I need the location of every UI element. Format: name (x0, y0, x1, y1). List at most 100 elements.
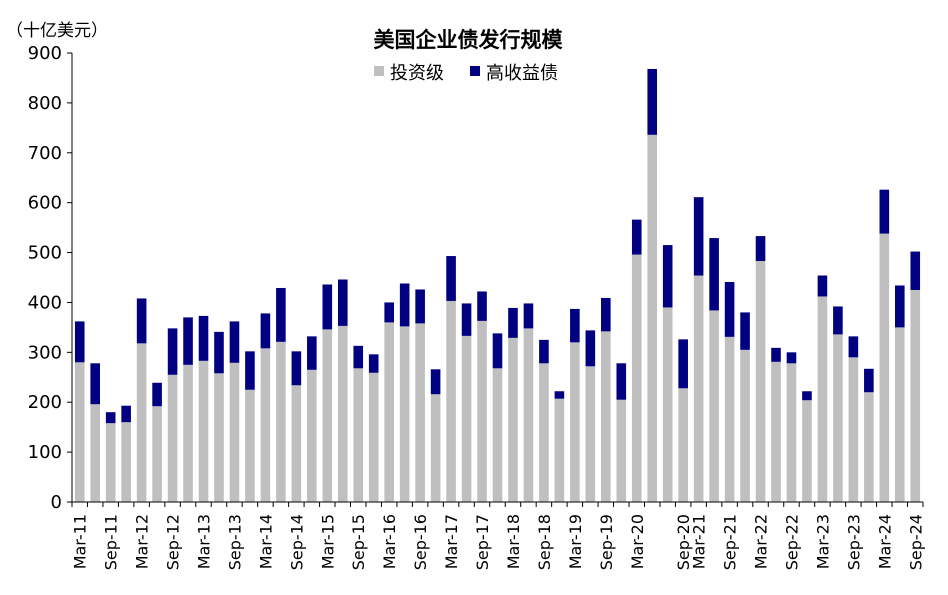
bar-investment-grade (214, 373, 224, 502)
bar-high-yield (894, 285, 905, 328)
bar-high-yield (786, 352, 797, 364)
bar-high-yield (337, 279, 348, 326)
bar-high-yield (508, 307, 518, 338)
bar-high-yield (152, 382, 162, 407)
bar-investment-grade (554, 398, 565, 502)
bar-high-yield (214, 331, 224, 374)
bar-investment-grade (461, 335, 472, 502)
y-tick-label: 700 (28, 143, 62, 164)
bar-investment-grade (833, 334, 843, 502)
bars (74, 68, 921, 502)
bar-investment-grade (662, 307, 673, 502)
bar-investment-grade (276, 341, 286, 502)
x-tick-label: Mar-13 (195, 514, 214, 569)
x-tick-label: Sep-11 (102, 514, 121, 570)
bar-investment-grade (90, 404, 101, 502)
x-tick-label: Mar-20 (628, 514, 647, 569)
bar-high-yield (446, 256, 456, 301)
bar-high-yield (198, 315, 209, 361)
bar-investment-grade (183, 364, 193, 502)
y-tick-label: 100 (28, 442, 62, 463)
bar-investment-grade (740, 349, 750, 502)
x-tick-label: Sep-23 (844, 514, 863, 570)
x-tick-label: Mar-19 (566, 514, 585, 569)
bar-investment-grade (647, 134, 658, 502)
bar-high-yield (307, 336, 317, 370)
bar-high-yield (755, 236, 766, 262)
bar-investment-grade (136, 343, 147, 502)
bar-high-yield (879, 189, 890, 234)
bar-investment-grade (585, 366, 596, 502)
bar-high-yield (291, 351, 302, 386)
bar-investment-grade (399, 326, 410, 502)
bar-high-yield (121, 405, 131, 423)
y-tick-label: 800 (28, 93, 62, 114)
bar-investment-grade (755, 261, 766, 502)
bar-investment-grade (198, 360, 209, 502)
bar-high-yield (368, 354, 379, 373)
y-tick-label: 400 (28, 292, 62, 313)
x-tick-label: Sep-22 (782, 514, 801, 570)
bar-investment-grade (152, 406, 162, 502)
bar-investment-grade (570, 342, 580, 502)
y-tick-label: 200 (28, 392, 62, 413)
bar-investment-grade (337, 325, 348, 502)
bar-investment-grade (492, 368, 503, 502)
bar-high-yield (864, 368, 874, 393)
x-tick-label: Sep-17 (473, 514, 492, 570)
legend-label-high-yield: 高收益债 (486, 63, 558, 84)
bar-investment-grade (430, 394, 441, 502)
bar-investment-grade (508, 337, 518, 502)
x-tick-label: Mar-14 (256, 514, 275, 569)
bar-high-yield (662, 245, 673, 308)
bar-investment-grade (631, 254, 642, 502)
x-tick-label: Sep-18 (535, 514, 554, 570)
bar-high-yield (585, 330, 596, 367)
x-tick-label: Mar-24 (875, 514, 894, 569)
x-tick-label: Sep-12 (164, 514, 183, 570)
bar-investment-grade (368, 372, 379, 502)
bar-investment-grade (167, 374, 178, 502)
bar-investment-grade (678, 388, 688, 502)
bar-investment-grade (539, 363, 549, 502)
bar-investment-grade (693, 275, 704, 502)
legend: 投资级 高收益债 (374, 63, 558, 84)
bar-high-yield (90, 363, 101, 405)
x-tick-label: Sep-21 (721, 514, 740, 570)
x-tick-label: Sep-13 (225, 514, 244, 570)
x-tick-label: Mar-16 (380, 514, 399, 569)
bar-investment-grade (724, 336, 735, 502)
bar-high-yield (616, 363, 627, 400)
bar-investment-grade (894, 327, 905, 502)
bar-high-yield (245, 351, 255, 390)
y-axis: 0 100 200 300 400 500 600 700 800 900 (28, 43, 73, 513)
bar-high-yield (477, 291, 487, 321)
y-tick-label: 900 (28, 43, 62, 64)
bar-high-yield (461, 303, 472, 336)
bar-high-yield (601, 297, 611, 332)
bar-investment-grade (786, 363, 797, 502)
bar-high-yield (693, 197, 704, 276)
y-tick-label: 300 (28, 342, 62, 363)
x-tick-label: Mar-17 (442, 514, 461, 569)
bar-investment-grade (446, 300, 456, 502)
bar-high-yield (384, 302, 394, 323)
x-tick-label: Sep-14 (287, 514, 306, 570)
x-tick-label: Mar-15 (318, 514, 337, 569)
bar-high-yield (322, 284, 333, 330)
bar-investment-grade (848, 357, 859, 502)
bar-high-yield (260, 313, 271, 349)
bar-high-yield (570, 308, 580, 343)
y-tick-label: 500 (28, 243, 62, 264)
bar-high-yield (802, 391, 812, 401)
bar-investment-grade (523, 328, 534, 502)
bar-high-yield (229, 321, 240, 363)
bar-high-yield (492, 333, 503, 369)
bar-investment-grade (817, 296, 828, 502)
bar-investment-grade (601, 331, 611, 502)
bar-investment-grade (771, 361, 781, 502)
legend-swatch-investment-grade (374, 66, 384, 76)
bar-high-yield (631, 219, 642, 255)
x-tick-label: Mar-12 (133, 514, 152, 569)
